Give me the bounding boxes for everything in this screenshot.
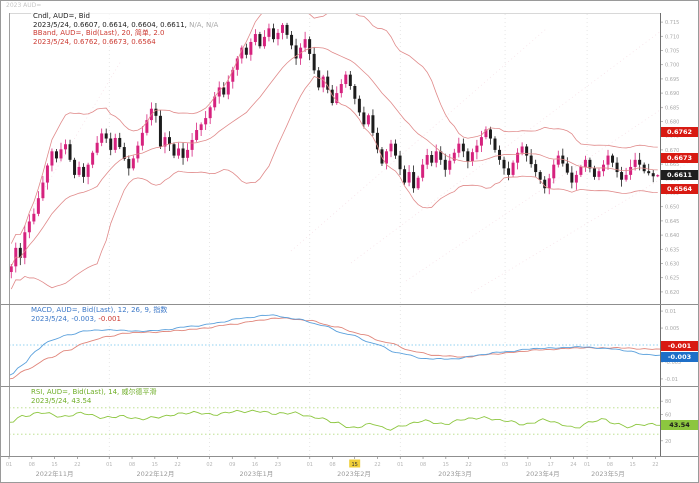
svg-text:0.680: 0.680: [665, 120, 679, 126]
rsi-legend: RSI, AUD=, Bid(Last), 14, 威尔德平滑 2023/5/2…: [29, 388, 159, 405]
bb-mid-badge: 0.6673: [661, 152, 698, 163]
svg-text:08: 08: [607, 462, 613, 468]
svg-text:0.645: 0.645: [665, 219, 679, 225]
svg-text:22: 22: [174, 462, 180, 468]
svg-text:2023年5月: 2023年5月: [591, 469, 625, 478]
svg-text:23: 23: [275, 462, 281, 468]
separator-rsi-xaxis: [1, 456, 698, 457]
macd-signal-badge: -0.001: [661, 341, 698, 352]
last-price-badge: 0.6611: [661, 170, 698, 181]
rsi-values-line: 2023/5/24, 43.54: [31, 396, 92, 405]
svg-text:20: 20: [665, 439, 671, 445]
candle-legend-line: Cndl, AUD=, Bid: [33, 12, 90, 20]
macd-legend: MACD, AUD=, Bid(Last), 12, 26, 9, 指数 202…: [29, 306, 170, 323]
svg-text:2023年2月: 2023年2月: [337, 469, 371, 478]
svg-text:0.005: 0.005: [665, 326, 679, 332]
svg-text:08: 08: [329, 462, 335, 468]
rsi-panel[interactable]: [9, 387, 660, 456]
svg-text:10: 10: [525, 462, 531, 468]
time-axis[interactable]: [9, 457, 660, 482]
svg-text:80: 80: [665, 399, 671, 405]
ohlc-na-suffix: N/A, N/A: [189, 20, 219, 29]
svg-text:2023年3月: 2023年3月: [438, 469, 472, 478]
svg-text:0.700: 0.700: [665, 63, 679, 69]
svg-text:01: 01: [106, 462, 112, 468]
svg-text:22: 22: [74, 462, 80, 468]
svg-text:16: 16: [252, 462, 258, 468]
separator-main-macd: [1, 304, 698, 305]
bband-values-line: 2023/5/24, 0.6762, 0.6673, 0.6564: [33, 37, 156, 46]
svg-text:0.710: 0.710: [665, 34, 679, 40]
svg-text:0.690: 0.690: [665, 91, 679, 97]
price-legend: Cndl, AUD=, Bid 2023/5/24, 0.6607, 0.661…: [31, 12, 221, 46]
plot-top-border: [9, 13, 660, 14]
svg-text:0.640: 0.640: [665, 233, 679, 239]
svg-text:08: 08: [129, 462, 135, 468]
svg-text:01: 01: [307, 462, 313, 468]
svg-text:15: 15: [629, 462, 635, 468]
svg-text:0.715: 0.715: [665, 20, 679, 26]
svg-text:2023年1月: 2023年1月: [240, 469, 274, 478]
svg-text:0.665: 0.665: [665, 162, 679, 168]
svg-text:01: 01: [6, 462, 12, 468]
svg-text:02: 02: [206, 462, 212, 468]
svg-text:01: 01: [584, 462, 590, 468]
bb-lower-badge: 0.6564: [661, 183, 698, 194]
ohlc-values-line: 2023/5/24, 0.6607, 0.6614, 0.6604, 0.661…: [33, 20, 219, 29]
svg-text:15: 15: [152, 462, 158, 468]
bb-upper-badge: 0.6762: [661, 127, 698, 138]
svg-text:15: 15: [51, 462, 57, 468]
macd-values-line: 2023/5/24, -0.003, -0.001: [31, 314, 121, 323]
svg-text:2022年12月: 2022年12月: [137, 469, 175, 478]
svg-text:0.620: 0.620: [665, 290, 679, 296]
svg-text:0.630: 0.630: [665, 262, 679, 268]
svg-text:-0.01: -0.01: [665, 377, 678, 383]
svg-text:08: 08: [29, 462, 35, 468]
plot-left-border: [9, 13, 10, 456]
svg-text:08: 08: [420, 462, 426, 468]
svg-text:60: 60: [665, 412, 671, 418]
svg-text:0.635: 0.635: [665, 247, 679, 253]
svg-text:24: 24: [570, 462, 576, 468]
svg-text:2022年11月: 2022年11月: [36, 469, 74, 478]
svg-text:0.695: 0.695: [665, 77, 679, 83]
svg-text:15: 15: [443, 462, 449, 468]
svg-text:09: 09: [229, 462, 235, 468]
price-axis-line: [660, 13, 661, 456]
svg-text:17: 17: [547, 462, 553, 468]
svg-text:22: 22: [374, 462, 380, 468]
svg-text:22: 22: [652, 462, 658, 468]
svg-text:15: 15: [351, 462, 357, 468]
bband-legend-line: BBand, AUD=, Bid(Last), 20, 简单, 2.0: [33, 29, 165, 37]
svg-text:22: 22: [465, 462, 471, 468]
rsi-badge: 43.54: [661, 420, 698, 431]
svg-text:01: 01: [397, 462, 403, 468]
macd-legend-line: MACD, AUD=, Bid(Last), 12, 26, 9, 指数: [31, 306, 168, 314]
macd-signal-value: -0.001: [98, 314, 121, 323]
svg-text:0.01: 0.01: [665, 309, 676, 315]
rsi-legend-line: RSI, AUD=, Bid(Last), 14, 威尔德平滑: [31, 388, 157, 396]
svg-text:2023年4月: 2023年4月: [526, 469, 560, 478]
svg-text:0.670: 0.670: [665, 148, 679, 154]
price-panel[interactable]: [9, 13, 660, 304]
price-axis[interactable]: [661, 13, 698, 456]
svg-text:0.625: 0.625: [665, 276, 679, 282]
top-note: 2023 AUD=: [6, 2, 42, 9]
svg-text:0.685: 0.685: [665, 105, 679, 111]
svg-text:-0.005: -0.005: [665, 360, 681, 366]
svg-text:0.705: 0.705: [665, 49, 679, 55]
macd-panel[interactable]: [9, 305, 660, 386]
separator-macd-rsi: [1, 386, 698, 387]
svg-text:0.650: 0.650: [665, 205, 679, 211]
svg-text:03: 03: [502, 462, 508, 468]
macd-main-badge: -0.003: [661, 352, 698, 363]
